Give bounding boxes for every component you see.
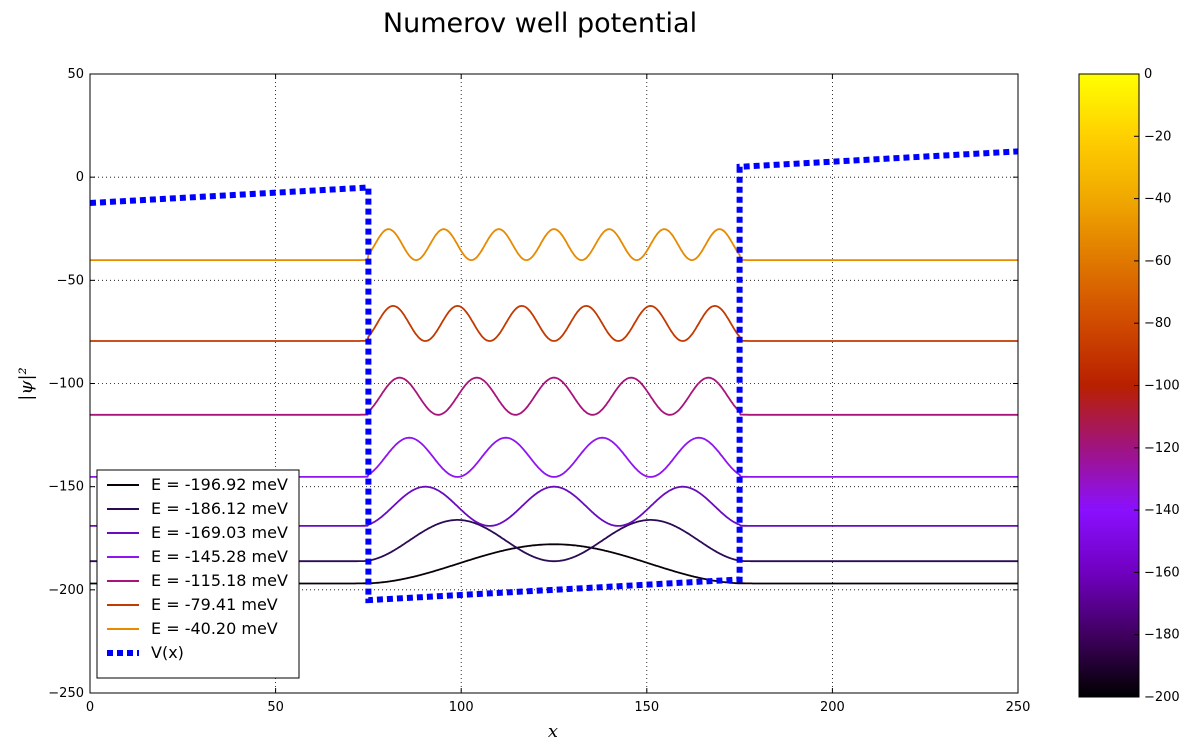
x-tick-label: 150 [634, 700, 659, 715]
legend-label: E = -79.41 meV [151, 595, 278, 614]
chart-title: Numerov well potential [383, 8, 697, 39]
colorbar-tick-label: −180 [1144, 628, 1180, 643]
y-tick-label: −100 [48, 377, 84, 392]
x-tick-label: 50 [267, 700, 284, 715]
colorbar-tick-label: −40 [1144, 192, 1171, 207]
colorbar [1078, 73, 1140, 698]
x-tick-label: 200 [820, 700, 845, 715]
y-tick-label: −150 [48, 480, 84, 495]
legend-label: V(x) [151, 643, 184, 662]
legend-label: E = -115.18 meV [151, 571, 288, 590]
colorbar-tick-label: −200 [1144, 690, 1180, 705]
colorbar-ticks: 0 −20 −40 −60 −80 −100 −120 −140 −160 −180 −200 [1134, 67, 1180, 705]
colorbar-tick-label: −120 [1144, 441, 1180, 456]
y-axis-label: |ψ|² [16, 367, 37, 400]
y-tick-label: −50 [57, 273, 84, 288]
legend-label: E = -196.92 meV [151, 475, 288, 494]
legend-box [96, 469, 300, 679]
y-tick-label: 0 [76, 170, 84, 185]
axis-ticks: 0 50 100 150 200 250 50 0 −50 −100 −150 −200 −250 [48, 67, 1030, 715]
y-tick-label: 50 [67, 67, 84, 82]
legend-label: E = -169.03 meV [151, 523, 288, 542]
potential-line [89, 148, 1019, 604]
colorbar-tick-label: −160 [1144, 565, 1180, 580]
colorbar-tick-label: −100 [1144, 379, 1180, 394]
legend: E = -196.92 meV E = -186.12 meV E = -169.0… [96, 469, 300, 679]
wavefunction-line [90, 376, 1018, 416]
colorbar-tick-label: −140 [1144, 503, 1180, 518]
legend-label: E = -40.20 meV [151, 619, 278, 638]
x-tick-label: 250 [1006, 700, 1031, 715]
potential-path [89, 148, 1019, 604]
x-tick-label: 0 [86, 700, 94, 715]
colorbar-tick-label: −60 [1144, 254, 1171, 269]
wavefunction-line [90, 304, 1018, 342]
colorbar-tick-label: 0 [1144, 67, 1152, 82]
colorbar-tick-label: −20 [1144, 129, 1171, 144]
legend-label: E = -186.12 meV [151, 499, 288, 518]
x-tick-label: 100 [449, 700, 474, 715]
y-tick-label: −200 [48, 583, 84, 598]
x-axis-label: x [548, 721, 558, 742]
legend-label: E = -145.28 meV [151, 547, 288, 566]
y-tick-label: −250 [48, 686, 84, 701]
wavefunction-line [90, 228, 1018, 262]
colorbar-tick-label: −80 [1144, 316, 1171, 331]
